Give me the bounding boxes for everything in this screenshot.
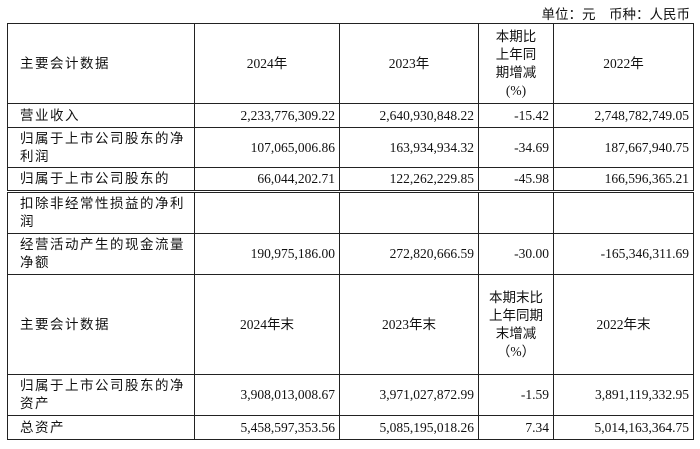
table-row: 经营活动产生的现金流量净额 190,975,186.00 272,820,666… (7, 233, 694, 275)
header-cell: 2023年末 (339, 274, 479, 375)
header-cell: 2024年末 (194, 274, 340, 375)
value-cell (553, 192, 694, 234)
value-cell: -45.98 (478, 167, 554, 191)
header-cell: 2023年 (339, 23, 479, 104)
value-cell: -15.42 (478, 103, 554, 128)
header-row: 主要会计数据 2024年末 2023年末 本期末比上年同期末增减（%） 2022… (7, 274, 694, 375)
value-cell: 272,820,666.59 (339, 233, 479, 275)
key-accounting-data-table-part1: 主要会计数据 2024年 2023年 本期比上年同期增减(%) 2022年 营业… (7, 23, 694, 191)
value-cell: 2,640,930,848.22 (339, 103, 479, 128)
value-cell: 166,596,365.21 (553, 167, 694, 191)
header-cell: 2022年 (553, 23, 694, 104)
value-cell: -30.00 (478, 233, 554, 275)
value-cell: 3,908,013,008.67 (194, 374, 340, 416)
value-cell: 5,085,195,018.26 (339, 415, 479, 440)
value-cell: 190,975,186.00 (194, 233, 340, 275)
table-row: 归属于上市公司股东的净资产 3,908,013,008.67 3,971,027… (7, 374, 694, 416)
value-cell: 5,014,163,364.75 (553, 415, 694, 440)
key-accounting-data-table-part2: 扣除非经常性损益的净利润 经营活动产生的现金流量净额 190,975,186.0… (7, 192, 694, 440)
value-cell: 66,044,202.71 (194, 167, 340, 191)
header-row: 主要会计数据 2024年 2023年 本期比上年同期增减(%) 2022年 (7, 23, 694, 104)
row-label: 营业收入 (7, 103, 195, 128)
value-cell: -34.69 (478, 127, 554, 168)
value-cell: 163,934,934.32 (339, 127, 479, 168)
header-cell: 本期比上年同期增减(%) (478, 23, 554, 104)
value-cell: 3,891,119,332.95 (553, 374, 694, 416)
value-cell: 187,667,940.75 (553, 127, 694, 168)
value-cell (194, 192, 340, 234)
row-label: 总资产 (7, 415, 195, 440)
value-cell: -1.59 (478, 374, 554, 416)
row-label: 归属于上市公司股东的净利润 (7, 127, 195, 168)
table-row: 归属于上市公司股东的 66,044,202.71 122,262,229.85 … (7, 167, 694, 191)
row-label: 归属于上市公司股东的 (7, 167, 195, 191)
unit-currency-note: 单位：元 币种：人民币 (541, 7, 691, 22)
value-cell: 107,065,006.86 (194, 127, 340, 168)
row-label: 归属于上市公司股东的净资产 (7, 374, 195, 416)
value-cell: -165,346,311.69 (553, 233, 694, 275)
table-row: 总资产 5,458,597,353.56 5,085,195,018.26 7.… (7, 415, 694, 440)
header-cell: 2024年 (194, 23, 340, 104)
table-row: 扣除非经常性损益的净利润 (7, 192, 694, 234)
value-cell: 3,971,027,872.99 (339, 374, 479, 416)
header-cell: 2022年末 (553, 274, 694, 375)
value-cell: 2,748,782,749.05 (553, 103, 694, 128)
value-cell: 2,233,776,309.22 (194, 103, 340, 128)
header-cell: 主要会计数据 (7, 23, 195, 104)
header-cell: 主要会计数据 (7, 274, 195, 375)
value-cell: 7.34 (478, 415, 554, 440)
value-cell: 122,262,229.85 (339, 167, 479, 191)
table-row: 归属于上市公司股东的净利润 107,065,006.86 163,934,934… (7, 127, 694, 168)
value-cell (339, 192, 479, 234)
header-cell: 本期末比上年同期末增减（%） (478, 274, 554, 375)
row-label: 经营活动产生的现金流量净额 (7, 233, 195, 275)
table-row: 营业收入 2,233,776,309.22 2,640,930,848.22 -… (7, 103, 694, 128)
row-label: 扣除非经常性损益的净利润 (7, 192, 195, 234)
value-cell: 5,458,597,353.56 (194, 415, 340, 440)
value-cell (478, 192, 554, 234)
